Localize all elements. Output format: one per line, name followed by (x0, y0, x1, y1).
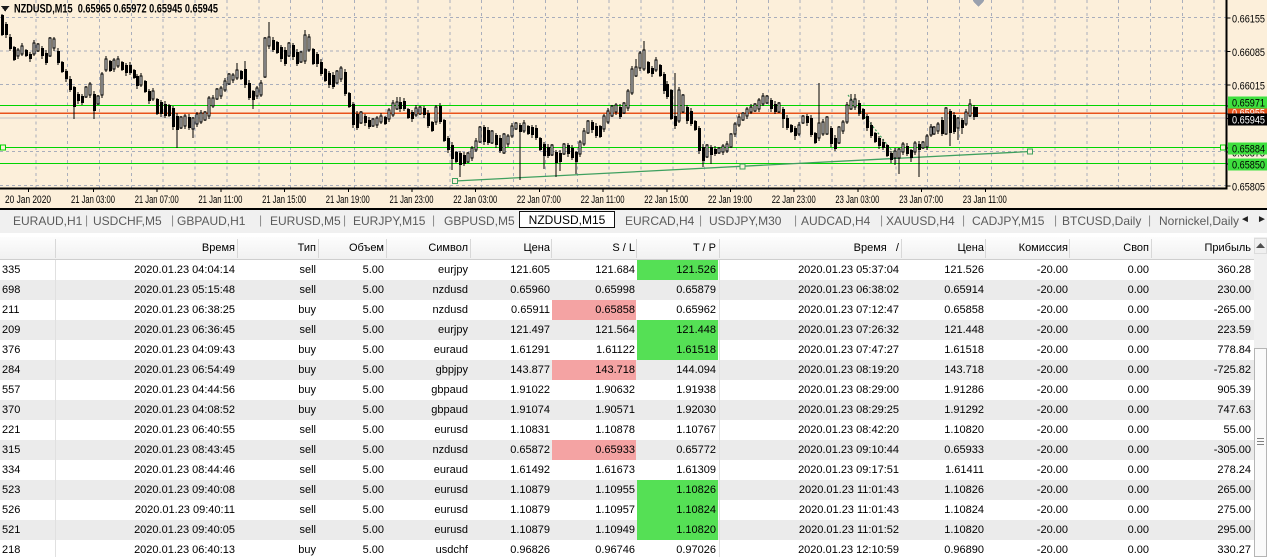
svg-text:0.65945: 0.65945 (1232, 115, 1265, 127)
svg-text:21 Jan 15:00: 21 Jan 15:00 (262, 194, 306, 206)
svg-text:22 Jan 19:00: 22 Jan 19:00 (708, 194, 752, 206)
svg-text:0.66085: 0.66085 (1232, 47, 1265, 59)
svg-text:0.65805: 0.65805 (1232, 181, 1265, 193)
svg-text:NZDUSD,M15 0.65965 0.65972 0.: NZDUSD,M15 0.65965 0.65972 0.65945 0.659… (14, 4, 218, 16)
svg-text:21 Jan 19:00: 21 Jan 19:00 (326, 194, 370, 206)
svg-text:21 Jan 23:00: 21 Jan 23:00 (390, 194, 434, 206)
svg-text:21 Jan 11:00: 21 Jan 11:00 (198, 194, 242, 206)
svg-text:21 Jan 07:00: 21 Jan 07:00 (135, 194, 179, 206)
svg-text:23 Jan 03:00: 23 Jan 03:00 (835, 194, 879, 206)
svg-text:0.65850: 0.65850 (1232, 160, 1265, 172)
svg-text:22 Jan 03:00: 22 Jan 03:00 (453, 194, 497, 206)
svg-text:21 Jan 03:00: 21 Jan 03:00 (71, 194, 115, 206)
svg-text:0.66015: 0.66015 (1232, 81, 1265, 93)
svg-text:22 Jan 11:00: 22 Jan 11:00 (581, 194, 625, 206)
svg-text:20 Jan 2020: 20 Jan 2020 (5, 194, 51, 206)
svg-text:22 Jan 07:00: 22 Jan 07:00 (517, 194, 561, 206)
svg-text:0.65884: 0.65884 (1232, 143, 1265, 155)
svg-text:23 Jan 07:00: 23 Jan 07:00 (899, 194, 943, 206)
svg-text:23 Jan 11:00: 23 Jan 11:00 (963, 194, 1007, 206)
svg-text:0.65971: 0.65971 (1232, 98, 1265, 110)
svg-text:0.66155: 0.66155 (1232, 13, 1265, 25)
svg-text:22 Jan 15:00: 22 Jan 15:00 (644, 194, 688, 206)
svg-text:22 Jan 23:00: 22 Jan 23:00 (772, 194, 816, 206)
